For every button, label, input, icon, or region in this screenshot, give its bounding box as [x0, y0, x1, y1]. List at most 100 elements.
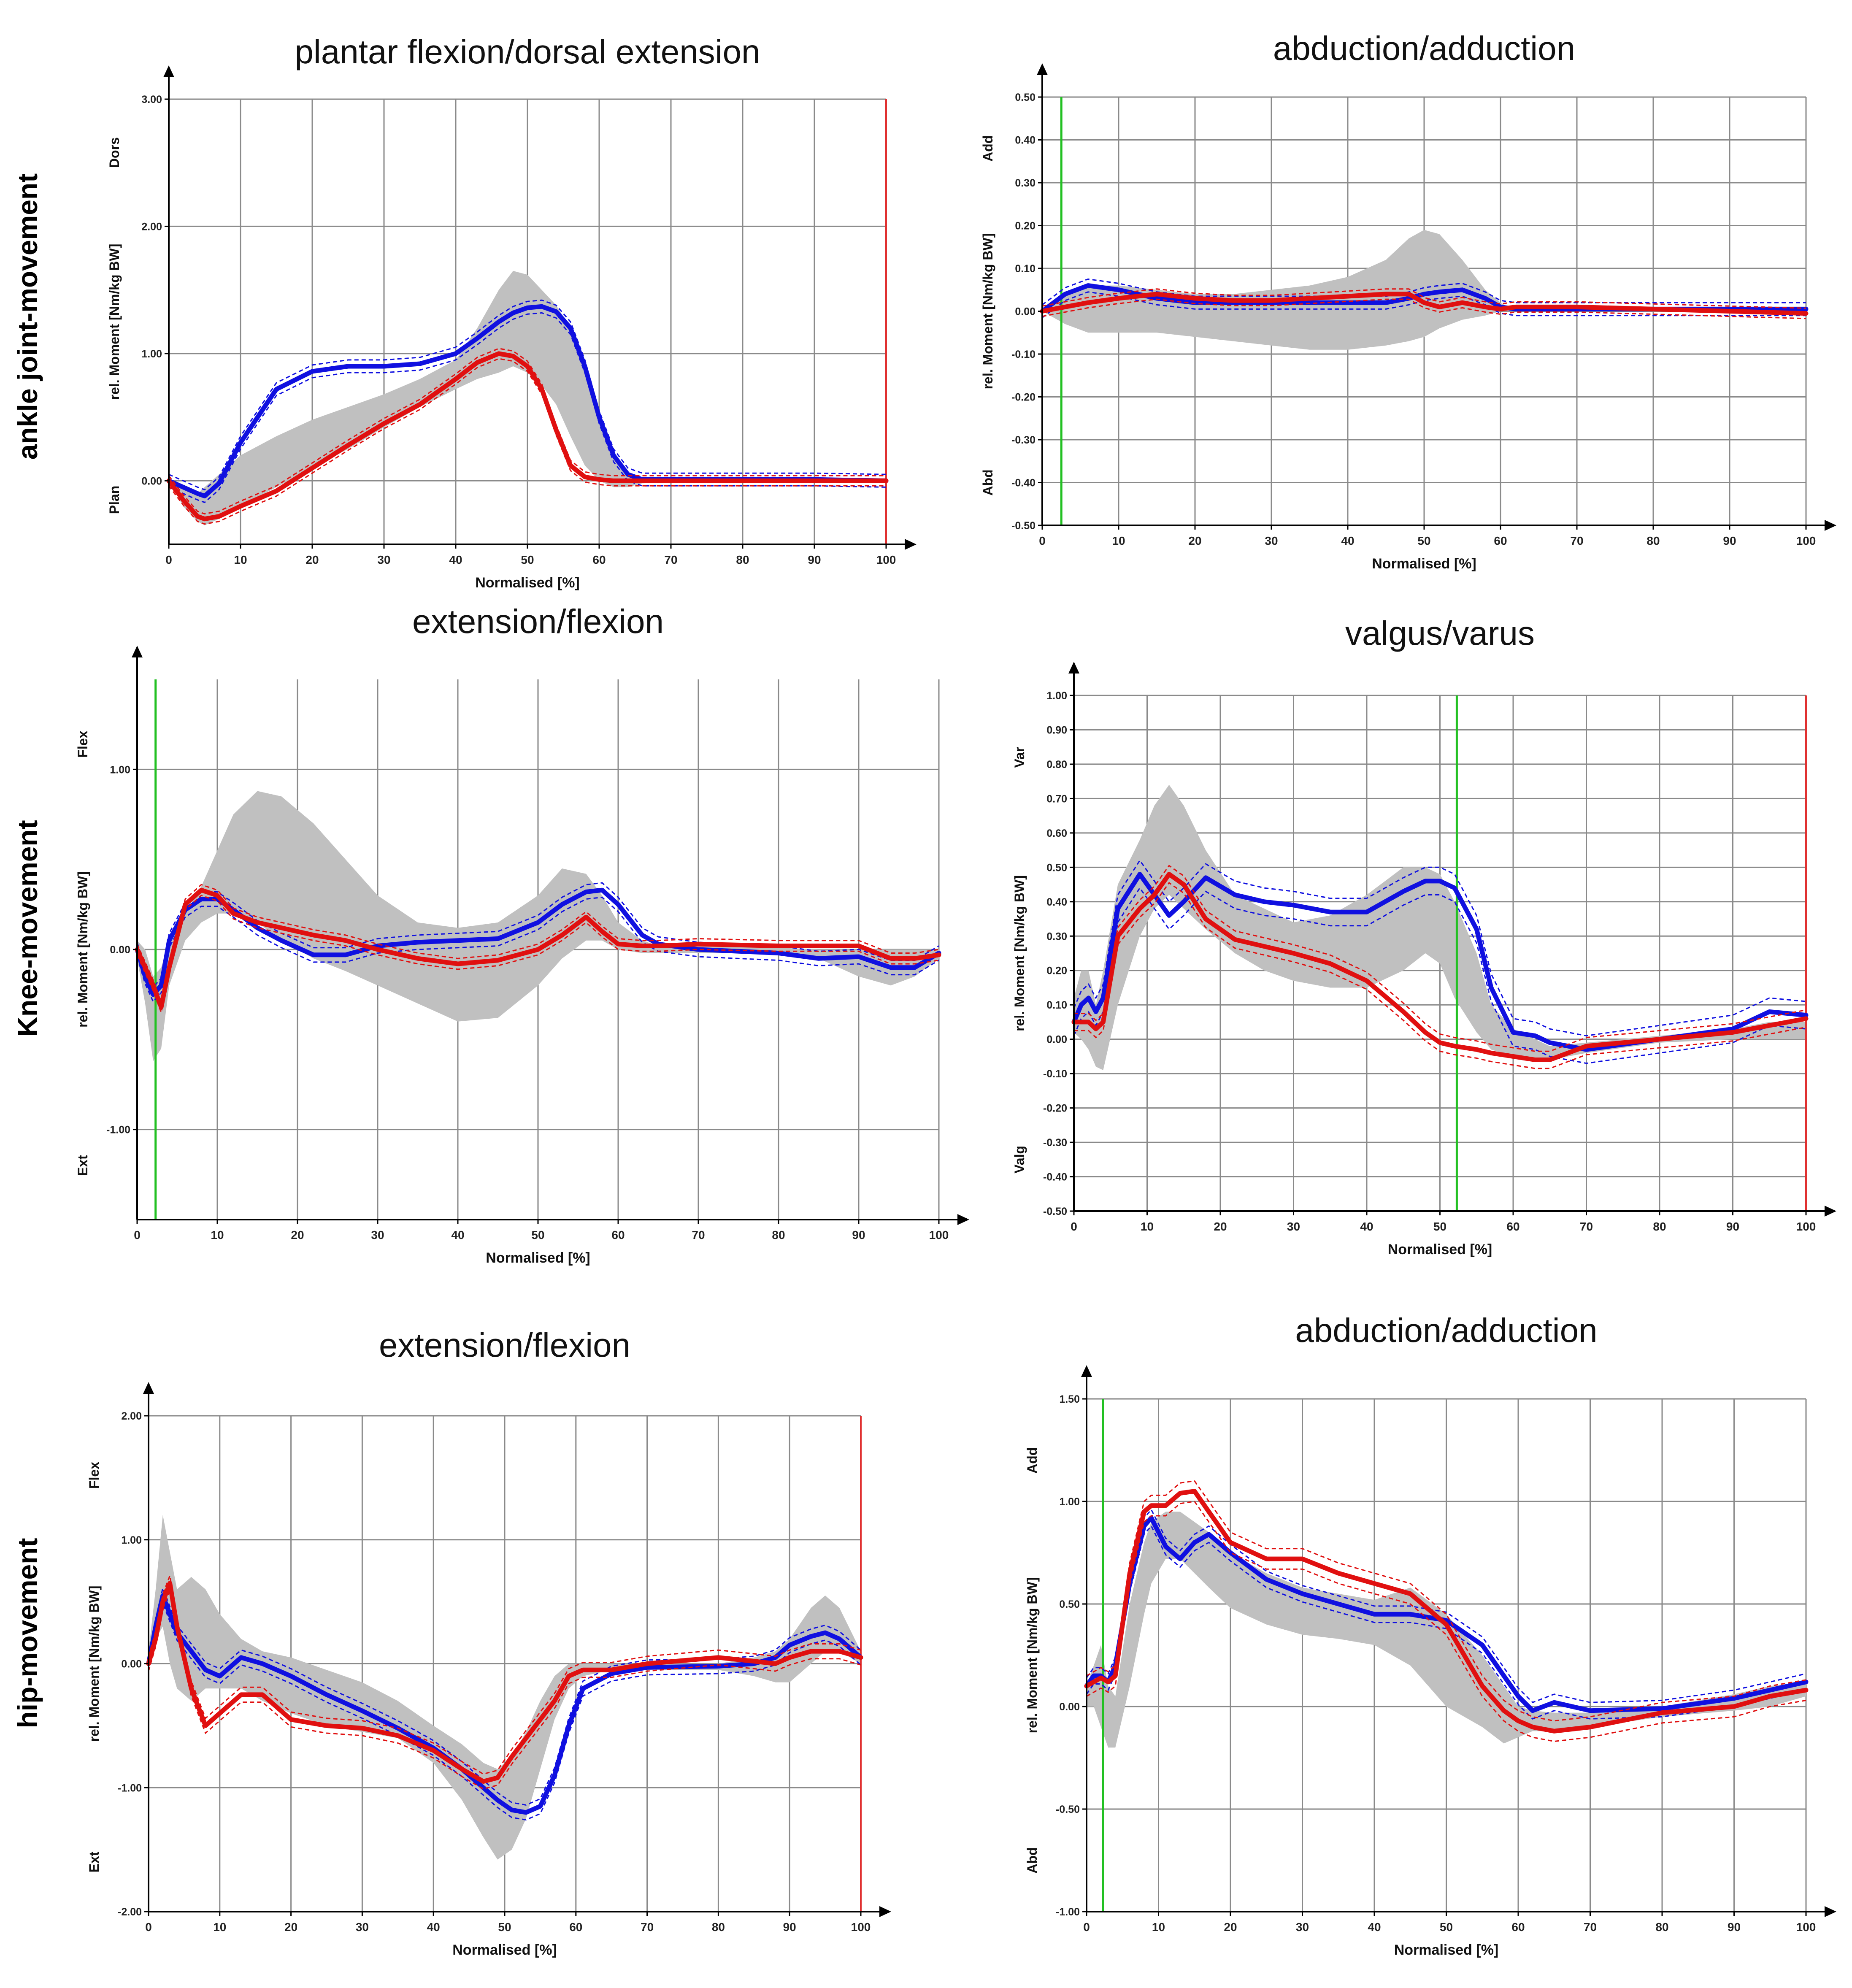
y-axis-arrow: [1037, 63, 1048, 75]
x-tick-label: 40: [1360, 1220, 1373, 1233]
x-tick-label: 10: [1141, 1220, 1154, 1233]
series-blue-lower-sd: [136, 896, 939, 1003]
x-axis-arrow: [1825, 1206, 1836, 1217]
y-tick-label: 0.00: [1015, 306, 1035, 318]
y-tick-label: 0.00: [141, 475, 162, 487]
x-tick-label: 70: [641, 1920, 654, 1934]
series-red-upper-sd: [1074, 865, 1806, 1052]
y-tick-label: -0.30: [1043, 1137, 1067, 1149]
x-tick-label: 50: [1417, 534, 1430, 547]
chart-hip-sagittal: extension/flexion 2.00 1.00 0.00 -1.00 -2.000…: [87, 1326, 891, 1958]
series-red-mean: [146, 1581, 863, 1784]
y-tick-label: 0.20: [1015, 220, 1035, 232]
y-tick-label: -1.00: [118, 1782, 142, 1794]
y-axis-label: rel. Moment [Nm/kg BW]: [980, 233, 995, 389]
x-tick-label: 20: [306, 553, 319, 566]
y-tick-label: 0.20: [1046, 965, 1067, 977]
positive-direction-label: Flex: [87, 1462, 102, 1489]
y-tick-label: 0.50: [1015, 92, 1035, 103]
x-tick-label: 80: [736, 553, 749, 566]
row-label-ankle: ankle joint-movement: [12, 173, 43, 460]
series-red-upper-sd: [168, 348, 886, 515]
y-tick-label: 2.00: [141, 221, 162, 233]
negative-direction-label: Ext: [87, 1851, 102, 1872]
x-axis-label: Normalised [%]: [1388, 1241, 1492, 1258]
positive-direction-label: Add: [1025, 1447, 1040, 1474]
series-red-mean: [1071, 872, 1809, 1062]
x-tick-label: 100: [1796, 1920, 1816, 1934]
normative-band: [137, 791, 939, 1061]
x-tick-label: 20: [1214, 1220, 1227, 1233]
series-red-mean: [166, 351, 889, 522]
row-label-knee: Knee-movement: [12, 820, 43, 1036]
y-tick-label: 0.40: [1015, 135, 1035, 146]
y-tick-label: 3.00: [141, 94, 162, 105]
x-tick-label: 90: [852, 1228, 865, 1241]
series-red-mean: [1084, 1489, 1809, 1734]
series-blue-mean: [1071, 872, 1809, 1052]
negative-direction-label: Abd: [980, 469, 995, 495]
x-tick-label: 50: [521, 553, 534, 566]
x-tick-label: 20: [1224, 1920, 1237, 1934]
series-red-lower-sd: [148, 1588, 861, 1790]
y-tick-label: -0.20: [1011, 392, 1035, 403]
x-tick-label: 30: [356, 1920, 369, 1934]
series-blue-lower-sd: [1042, 291, 1806, 318]
x-tick-label: 100: [876, 553, 896, 566]
x-tick-label: 90: [808, 553, 821, 566]
positive-direction-label: Dors: [107, 137, 122, 168]
x-axis-arrow: [905, 539, 917, 550]
y-tick-label: 1.00: [110, 764, 130, 776]
x-tick-label: 50: [1433, 1220, 1446, 1233]
y-tick-label: -0.40: [1043, 1171, 1067, 1183]
y-tick-label: -1.00: [106, 1124, 130, 1136]
y-tick-label: 0.10: [1015, 263, 1035, 275]
series-red-mean: [1040, 292, 1809, 316]
y-tick-label: 1.00: [121, 1534, 142, 1546]
chart-title: valgus/varus: [1345, 614, 1535, 652]
y-tick-label: 0.00: [110, 944, 130, 956]
y-tick-label: 0.40: [1046, 896, 1067, 908]
y-tick-label: -0.10: [1011, 349, 1035, 360]
x-tick-label: 80: [772, 1228, 785, 1241]
x-tick-label: 90: [1728, 1920, 1741, 1934]
x-tick-label: 60: [611, 1228, 625, 1241]
x-tick-label: 30: [377, 553, 390, 566]
negative-direction-label: Ext: [75, 1155, 90, 1176]
y-tick-label: 2.00: [121, 1410, 142, 1422]
y-tick-label: 0.70: [1046, 793, 1067, 805]
y-axis-label: rel. Moment [Nm/kg BW]: [1012, 875, 1027, 1031]
x-tick-label: 60: [1494, 534, 1507, 547]
x-axis-label: Normalised [%]: [475, 575, 580, 591]
x-tick-label: 40: [427, 1920, 440, 1934]
positive-direction-label: Add: [980, 135, 995, 162]
y-axis-arrow: [1068, 662, 1079, 673]
x-tick-label: 70: [692, 1228, 705, 1241]
y-tick-label: 1.00: [1059, 1496, 1080, 1508]
x-tick-label: 50: [1440, 1920, 1453, 1934]
x-axis-arrow: [1825, 520, 1836, 531]
x-axis-arrow: [879, 1906, 891, 1917]
x-tick-label: 20: [284, 1920, 297, 1934]
series-red-lower-sd: [168, 358, 886, 525]
y-tick-label: -0.30: [1011, 434, 1035, 446]
series-blue-upper-sd: [168, 299, 887, 491]
normative-band: [1074, 784, 1806, 1070]
y-axis-arrow: [143, 1382, 154, 1394]
y-axis-arrow: [163, 65, 174, 77]
y-axis-label: rel. Moment [Nm/kg BW]: [87, 1586, 102, 1742]
y-tick-label: 0.50: [1046, 862, 1067, 874]
chart-title: plantar flexion/dorsal extension: [295, 33, 760, 70]
chart-title: abduction/adduction: [1273, 30, 1575, 67]
x-tick-label: 10: [1152, 1920, 1165, 1934]
x-tick-label: 20: [291, 1228, 304, 1241]
chart-knee-sagittal: extension/flexion 1.00 0.00 -1.00 0 10 20 30 40 5…: [75, 603, 969, 1266]
x-tick-label: 40: [449, 553, 462, 566]
y-tick-label: 0.00: [1059, 1701, 1080, 1713]
x-tick-label: 0: [134, 1228, 141, 1241]
y-tick-label: 0.30: [1046, 930, 1067, 942]
x-tick-label: 0: [145, 1920, 152, 1934]
y-tick-label: 0.10: [1046, 999, 1067, 1011]
y-tick-label: 1.50: [1059, 1393, 1080, 1405]
